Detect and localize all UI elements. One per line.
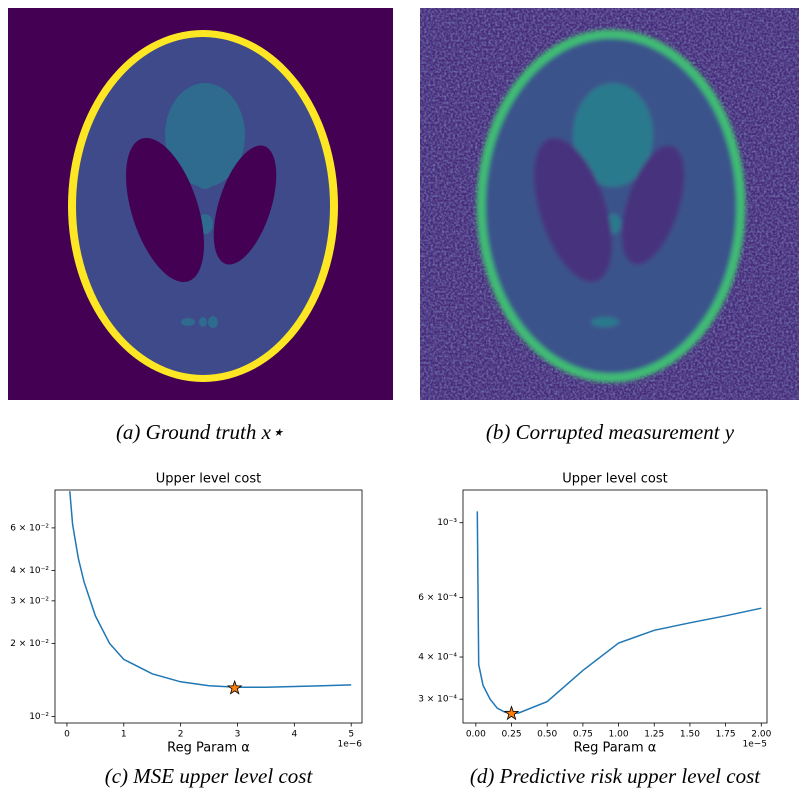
y-tick-label: 6 × 10⁻⁴: [418, 593, 457, 603]
x-tick-label: 1.00: [609, 730, 629, 740]
axes-frame: [462, 489, 768, 724]
optimum-marker: [503, 705, 520, 721]
chart-title: Upper level cost: [156, 472, 262, 487]
y-tick-label: 10⁻²: [29, 712, 49, 722]
x-tick-label: 0.25: [502, 730, 522, 740]
caption: (c) MSE upper level cost: [105, 764, 314, 788]
y-tick-label: 4 × 10⁻²: [10, 566, 49, 576]
x-axis-label: Reg Param α: [167, 741, 250, 756]
caption: (d) Predictive risk upper level cost: [470, 764, 761, 788]
x-tick-label: 0: [64, 730, 70, 740]
x-offset-label: 1e−5: [742, 740, 767, 750]
y-tick-label: 3 × 10⁻²: [10, 596, 49, 606]
optimum-marker: [226, 679, 243, 695]
y-tick-label: 10⁻³: [437, 518, 457, 528]
measurement-image: [420, 8, 799, 400]
axes-frame: [54, 489, 363, 724]
x-tick-label: 3: [235, 730, 241, 740]
x-tick-label: 1.75: [716, 730, 736, 740]
x-tick-label: 0.00: [466, 730, 486, 740]
y-tick-label: 2 × 10⁻²: [10, 639, 49, 649]
x-tick-label: 2.00: [751, 730, 771, 740]
y-tick-label: 6 × 10⁻²: [10, 523, 49, 533]
caption: (b) Corrupted measurement y: [486, 420, 735, 444]
x-offset-label: 1e−6: [337, 740, 362, 750]
x-tick-label: 1: [121, 730, 127, 740]
x-tick-label: 2: [178, 730, 184, 740]
x-tick-label: 5: [348, 730, 354, 740]
x-tick-label: 1.50: [680, 730, 700, 740]
y-tick-label: 4 × 10⁻⁴: [418, 653, 457, 663]
y-tick-label: 3 × 10⁻⁴: [418, 695, 457, 705]
line-series: [69, 491, 352, 689]
line-series: [476, 511, 762, 715]
x-tick-label: 0.75: [573, 730, 593, 740]
x-tick-label: 1.25: [644, 730, 664, 740]
caption: (a) Ground truth x⋆: [116, 420, 284, 444]
x-tick-label: 0.50: [537, 730, 557, 740]
chart-title: Upper level cost: [562, 472, 668, 487]
x-axis-label: Reg Param α: [574, 741, 657, 756]
x-tick-label: 4: [291, 730, 297, 740]
ground-truth-image: [8, 8, 393, 400]
